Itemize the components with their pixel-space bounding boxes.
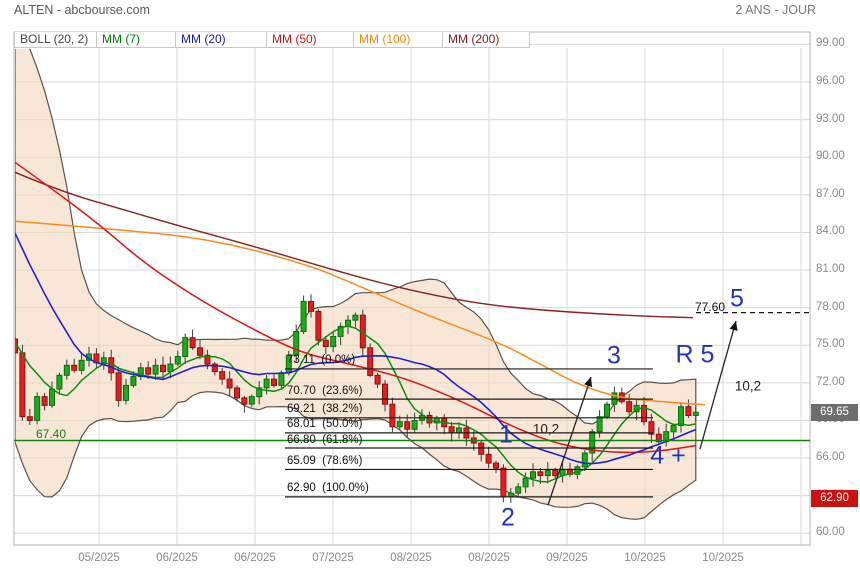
mm100-line (14, 220, 706, 406)
x-axis-label-5: 08/2025 (468, 552, 510, 564)
legend-item-mm-1: MM (7) (97, 32, 176, 48)
wave-label-2: 2 (501, 503, 515, 532)
support-label: 67.40 (36, 426, 67, 441)
legend-item-mm-3: MM (50) (267, 32, 354, 48)
y-axis-label-75: 75.00 (816, 338, 845, 351)
legend-item-mm-5: MM (200) (443, 32, 530, 48)
x-axis-label-7: 10/2025 (624, 552, 666, 564)
legend-item-mm-4: MM (100) (354, 32, 443, 48)
y-axis-label-60: 60.00 (816, 526, 845, 539)
x-axis-label-4: 08/2025 (390, 552, 432, 564)
wave-label-3: 3 (607, 341, 621, 370)
legend-item-boll-0: BOLL (20, 2) (14, 32, 97, 48)
x-axis-label-6: 09/2025 (546, 552, 588, 564)
y-axis-label-99: 99.00 (816, 37, 845, 50)
arrowhead-icon (729, 321, 738, 331)
x-axis-label-1: 06/2025 (156, 552, 198, 564)
fib-label-100.0%: 62.90 (100.0%) (287, 482, 369, 495)
arrowhead-icon (584, 377, 592, 387)
fib-label-61.8%: 66.80 (61.8%) (287, 433, 363, 446)
measure-label-1: 10,2 (532, 421, 560, 437)
period-label: 2 ANS - JOUR (735, 3, 816, 17)
indicator-legend: BOLL (20, 2) MM (7) MM (20) MM (50) MM (100)… (14, 32, 530, 48)
fib-label-23.6%: 70.70 (23.6%) (287, 384, 363, 397)
wave-label-R5: R 5 (675, 340, 715, 369)
mm7-line (15, 325, 696, 483)
wave-label-4+: 4 + (650, 441, 686, 470)
y-axis-label-87: 87.00 (816, 187, 845, 200)
resistance-label: 77.60 (695, 299, 726, 314)
y-axis-label-78: 78.00 (816, 300, 845, 313)
projection-arrow-1 (547, 376, 592, 506)
y-axis-label-84: 84.00 (816, 225, 845, 238)
wave-label-1: 1 (499, 420, 513, 449)
y-axis-label-81: 81.00 (816, 263, 845, 276)
low-price-badge: 62.90 (811, 489, 858, 507)
x-axis-label-8: 10/2025 (702, 552, 744, 564)
x-axis-label-3: 07/2025 (312, 552, 354, 564)
mm50-line (14, 161, 697, 454)
y-axis-label-72: 72.00 (816, 375, 845, 388)
fib-label-50.0%: 68.01 (50.0%) (287, 418, 363, 431)
wave-label-5: 5 (730, 284, 744, 313)
fib-label-0.0%: 73.11 (0.0%) (287, 354, 356, 367)
x-axis-label-0: 05/2025 (78, 552, 120, 564)
measure-label-2: 10,2 (734, 378, 762, 394)
y-axis-label-66: 66.00 (816, 451, 845, 464)
mm200-line (14, 171, 694, 319)
y-axis-label-90: 90.00 (816, 150, 845, 163)
mm20-line (15, 232, 697, 465)
fib-label-78.6%: 65.09 (78.6%) (287, 454, 363, 467)
legend-item-mm-2: MM (20) (176, 32, 267, 48)
fib-label-38.2%: 69.21 (38.2%) (287, 403, 363, 416)
last-price-badge: 69.65 (811, 404, 858, 422)
projection-arrow-2 (699, 320, 737, 450)
y-axis-label-93: 93.00 (816, 112, 845, 125)
y-axis-label-96: 96.00 (816, 75, 845, 88)
x-axis-label-2: 06/2025 (234, 552, 276, 564)
page-title: ALTEN - abcbourse.com (14, 3, 150, 17)
